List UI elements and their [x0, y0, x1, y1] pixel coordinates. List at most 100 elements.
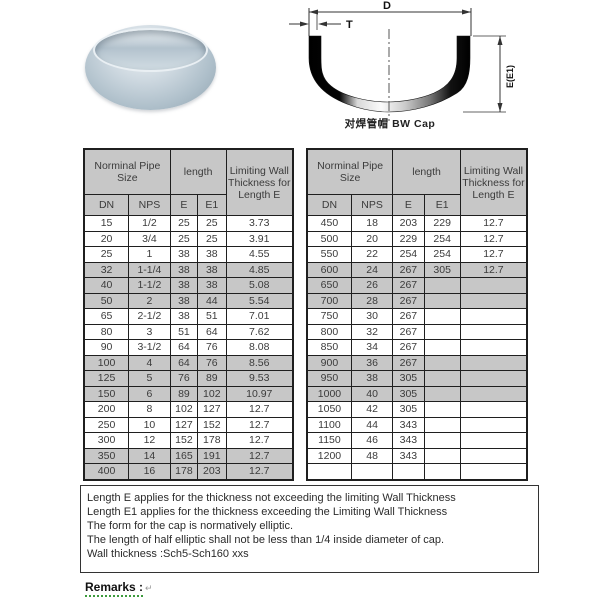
- table-cell: [459, 354, 528, 371]
- table-cell: [459, 401, 528, 418]
- table-row: 500 20 229 254 12.7: [306, 230, 528, 247]
- table-cell: 89: [169, 385, 199, 402]
- table-cell: 25: [197, 230, 227, 247]
- table-row: 900 36 267: [306, 354, 528, 371]
- table-row: 90 3-1/2 64 76 8.08: [83, 339, 294, 356]
- table-cell: 305: [423, 261, 461, 278]
- table-cell: 46: [350, 432, 394, 449]
- note-line: The form for the cap is normatively elli…: [87, 520, 294, 532]
- table-cell: 10.97: [225, 385, 294, 402]
- table-cell: 90: [83, 339, 130, 356]
- t-arrow-right: [300, 21, 309, 27]
- table-cell: 20: [83, 230, 130, 247]
- table-cell: 750: [306, 308, 352, 325]
- table-cell: 38: [350, 370, 394, 387]
- table-cell: [350, 463, 394, 480]
- table-cell: 300: [83, 432, 130, 449]
- note-line: The length of half elliptic shall not be…: [87, 534, 445, 546]
- table-cell: 12.7: [459, 246, 528, 263]
- table-row: 250 10 127 152 12.7: [83, 416, 294, 433]
- note-line: Length E applies for the thickness not e…: [87, 492, 456, 504]
- table-row: 600 24 267 305 12.7: [306, 261, 528, 278]
- table-cell: 700: [306, 292, 352, 309]
- table-cell: 12.7: [225, 463, 294, 480]
- table-cell: 100: [83, 354, 130, 371]
- remarks-label: Remarks :: [85, 580, 144, 597]
- table-cell: [459, 463, 528, 480]
- table-cell: [392, 463, 425, 480]
- table-cell: 30: [350, 308, 394, 325]
- table-cell: 44: [197, 292, 227, 309]
- table-cell: 89: [197, 370, 227, 387]
- table-cell: 12.7: [225, 416, 294, 433]
- table-row: 25 1 38 38 4.55: [83, 246, 294, 263]
- table-cell: 1-1/2: [128, 277, 171, 294]
- table-cell: 12.7: [459, 230, 528, 247]
- table-cell: [423, 416, 461, 433]
- table-cell: 191: [197, 447, 227, 464]
- table-cell: 42: [350, 401, 394, 418]
- table-cell: 32: [350, 323, 394, 340]
- t-arrow-left: [318, 21, 327, 27]
- table-cell: 229: [392, 230, 425, 247]
- table-cell: 267: [392, 339, 425, 356]
- table-row: 1200 48 343: [306, 447, 528, 464]
- table-cell: 40: [350, 385, 394, 402]
- pipe-cap-table-left: Norminal Pipe Size length Limiting Wall Th…: [83, 148, 294, 481]
- table-cell: 254: [423, 230, 461, 247]
- table-cell: 12.7: [459, 261, 528, 278]
- d-arrow-right: [462, 9, 471, 15]
- table-cell: 305: [392, 370, 425, 387]
- table-cell: 25: [83, 246, 130, 263]
- table-cell: 3/4: [128, 230, 171, 247]
- table-cell: [459, 416, 528, 433]
- table-cell: [459, 370, 528, 387]
- header-limiting-wall-thickness: Limiting Wall Thickness for Length E: [459, 148, 528, 216]
- table-cell: 343: [392, 432, 425, 449]
- table-cell: 125: [83, 370, 130, 387]
- table-cell: [423, 432, 461, 449]
- header-nominal-pipe-size: Norminal Pipe Size: [83, 148, 171, 195]
- table-cell: [423, 323, 461, 340]
- table-cell: 1/2: [128, 215, 171, 232]
- table-row: 150 6 89 102 10.97: [83, 385, 294, 402]
- table-cell: 350: [83, 447, 130, 464]
- table-cell: 80: [83, 323, 130, 340]
- table-cell: 600: [306, 261, 352, 278]
- table-row: 65 2-1/2 38 51 7.01: [83, 308, 294, 325]
- cap-cross-section-svg: D T E(E1): [289, 0, 515, 121]
- table-cell: 165: [169, 447, 199, 464]
- table-cell: 267: [392, 292, 425, 309]
- table-cell: 2: [128, 292, 171, 309]
- table-cell: 6: [128, 385, 171, 402]
- remarks: Remarks : ↵: [85, 580, 153, 597]
- e-arrow-bottom: [497, 103, 503, 112]
- table-cell: 26: [350, 277, 394, 294]
- table-row: 1050 42 305: [306, 401, 528, 418]
- table-cell: [423, 292, 461, 309]
- table-row: 100 4 64 76 8.56: [83, 354, 294, 371]
- table-cell: 305: [392, 385, 425, 402]
- table-cell: 1100: [306, 416, 352, 433]
- table-row: 15 1/2 25 25 3.73: [83, 215, 294, 232]
- table-cell: 8: [128, 401, 171, 418]
- subheader-nps: NPS: [350, 194, 394, 216]
- table-row: 700 28 267: [306, 292, 528, 309]
- table-row: 550 22 254 254 12.7: [306, 246, 528, 263]
- table-cell: 850: [306, 339, 352, 356]
- table-cell: 102: [169, 401, 199, 418]
- table-cell: 5.08: [225, 277, 294, 294]
- table-cell: 16: [128, 463, 171, 480]
- table-cell: 203: [392, 215, 425, 232]
- caption-english: BW Cap: [392, 118, 436, 130]
- notes-box: Length E applies for the thickness not e…: [80, 485, 539, 573]
- table-cell: 3.91: [225, 230, 294, 247]
- table-cell: 267: [392, 261, 425, 278]
- table-cell: 36: [350, 354, 394, 371]
- table-cell: 1200: [306, 447, 352, 464]
- table-cell: 1050: [306, 401, 352, 418]
- table-cell: 3: [128, 323, 171, 340]
- technical-drawing: D T E(E1) 对焊管帽 BW Cap: [285, 0, 515, 140]
- table-cell: 38: [169, 308, 199, 325]
